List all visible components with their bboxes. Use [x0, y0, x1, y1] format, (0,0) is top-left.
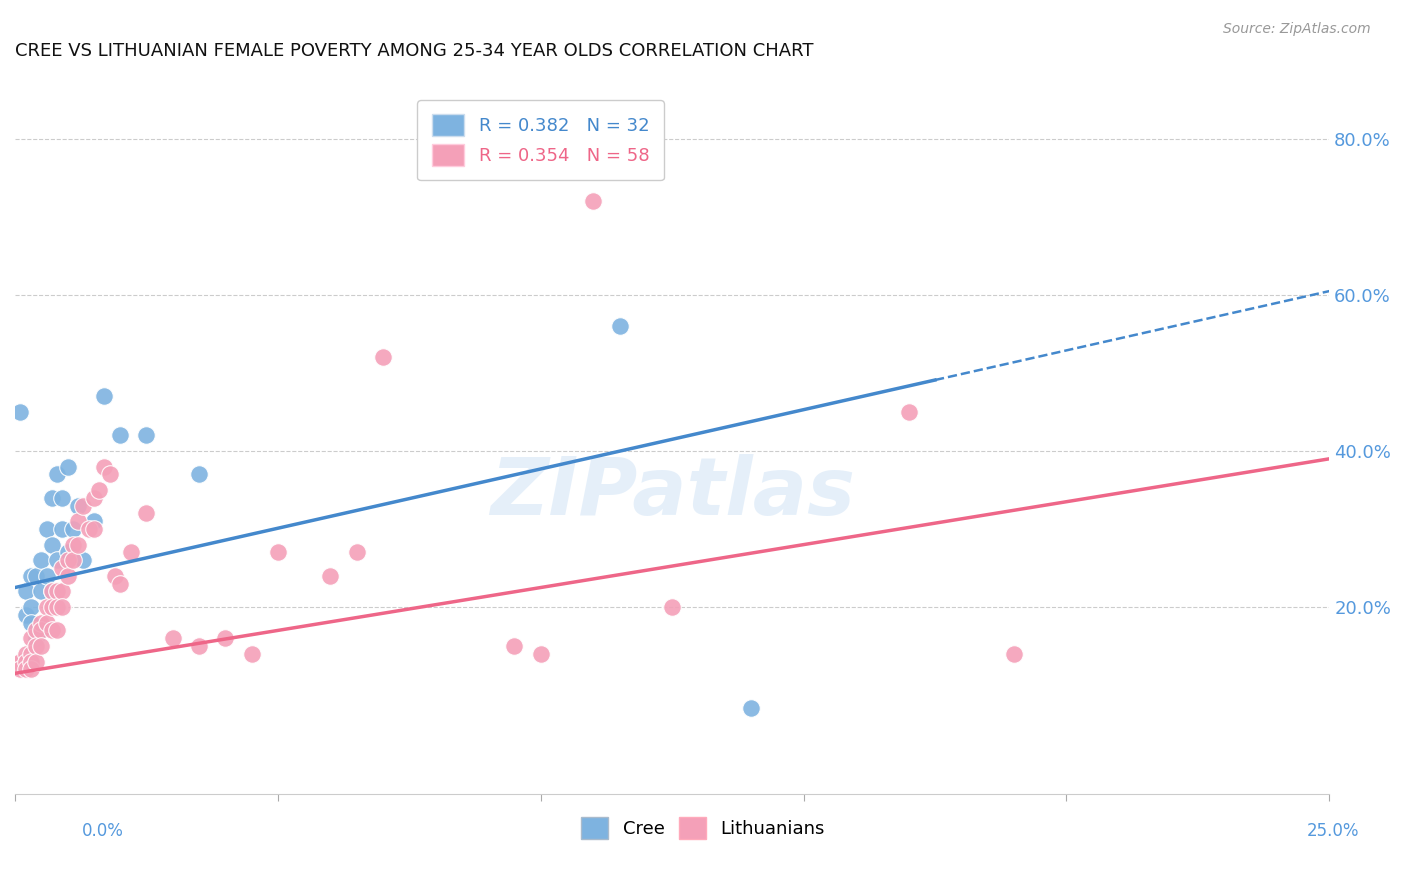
Text: ZIPatlas: ZIPatlas — [489, 454, 855, 532]
Point — [8, 662, 31, 676]
Point — [62, 538, 84, 552]
Point — [108, 428, 131, 442]
Point — [188, 639, 211, 653]
Text: CREE VS LITHUANIAN FEMALE POVERTY AMONG 25-34 YEAR OLDS CORRELATION CHART: CREE VS LITHUANIAN FEMALE POVERTY AMONG … — [15, 42, 814, 60]
Point — [30, 584, 52, 599]
Point — [35, 569, 58, 583]
Point — [41, 584, 63, 599]
Point — [46, 553, 69, 567]
Point — [188, 467, 211, 482]
Point — [30, 624, 52, 638]
Point — [346, 545, 368, 559]
Point — [25, 639, 48, 653]
Point — [30, 553, 52, 567]
Point — [56, 545, 79, 559]
Point — [740, 701, 762, 715]
Point — [135, 428, 157, 442]
Point — [104, 569, 127, 583]
Point — [41, 491, 63, 505]
Point — [267, 545, 290, 559]
Point — [20, 569, 42, 583]
Point — [35, 522, 58, 536]
Point — [30, 624, 52, 638]
Point — [20, 615, 42, 630]
Point — [87, 483, 110, 497]
Point — [319, 569, 342, 583]
Point — [14, 647, 37, 661]
Point — [83, 491, 105, 505]
Point — [120, 545, 142, 559]
Point — [897, 405, 920, 419]
Point — [51, 522, 73, 536]
Text: 25.0%: 25.0% — [1306, 822, 1360, 839]
Point — [35, 600, 58, 615]
Point — [56, 459, 79, 474]
Point — [67, 514, 90, 528]
Point — [240, 647, 263, 661]
Point — [77, 522, 100, 536]
Point — [83, 522, 105, 536]
Point — [56, 569, 79, 583]
Point — [51, 584, 73, 599]
Point — [72, 553, 94, 567]
Point — [67, 538, 90, 552]
Legend: R = 0.382   N = 32, R = 0.354   N = 58: R = 0.382 N = 32, R = 0.354 N = 58 — [418, 100, 664, 180]
Point — [98, 467, 121, 482]
Point — [41, 538, 63, 552]
Point — [1002, 647, 1025, 661]
Point — [8, 405, 31, 419]
Point — [14, 584, 37, 599]
Point — [8, 655, 31, 669]
Point — [135, 507, 157, 521]
Point — [25, 624, 48, 638]
Point — [46, 467, 69, 482]
Point — [72, 499, 94, 513]
Point — [162, 632, 184, 646]
Point — [20, 655, 42, 669]
Point — [661, 600, 683, 615]
Point — [371, 351, 394, 365]
Point — [20, 647, 42, 661]
Point — [20, 662, 42, 676]
Point — [14, 655, 37, 669]
Point — [8, 655, 31, 669]
Point — [46, 624, 69, 638]
Point — [30, 615, 52, 630]
Point — [25, 569, 48, 583]
Point — [108, 576, 131, 591]
Point — [67, 499, 90, 513]
Point — [25, 632, 48, 646]
Point — [25, 655, 48, 669]
Point — [56, 553, 79, 567]
Text: 0.0%: 0.0% — [82, 822, 124, 839]
Point — [503, 639, 526, 653]
Point — [62, 522, 84, 536]
Point — [46, 584, 69, 599]
Text: Source: ZipAtlas.com: Source: ZipAtlas.com — [1223, 22, 1371, 37]
Point — [46, 600, 69, 615]
Point — [20, 632, 42, 646]
Point — [530, 647, 553, 661]
Point — [41, 584, 63, 599]
Point — [93, 459, 115, 474]
Point — [83, 514, 105, 528]
Point — [41, 600, 63, 615]
Point — [93, 389, 115, 403]
Point — [41, 624, 63, 638]
Point — [62, 553, 84, 567]
Point — [51, 600, 73, 615]
Point — [20, 600, 42, 615]
Point — [609, 319, 631, 334]
Point — [51, 561, 73, 575]
Legend: Cree, Lithuanians: Cree, Lithuanians — [568, 805, 838, 852]
Point — [14, 607, 37, 622]
Point — [30, 639, 52, 653]
Point — [51, 491, 73, 505]
Point — [35, 615, 58, 630]
Point — [582, 194, 605, 209]
Point — [14, 662, 37, 676]
Point — [214, 632, 236, 646]
